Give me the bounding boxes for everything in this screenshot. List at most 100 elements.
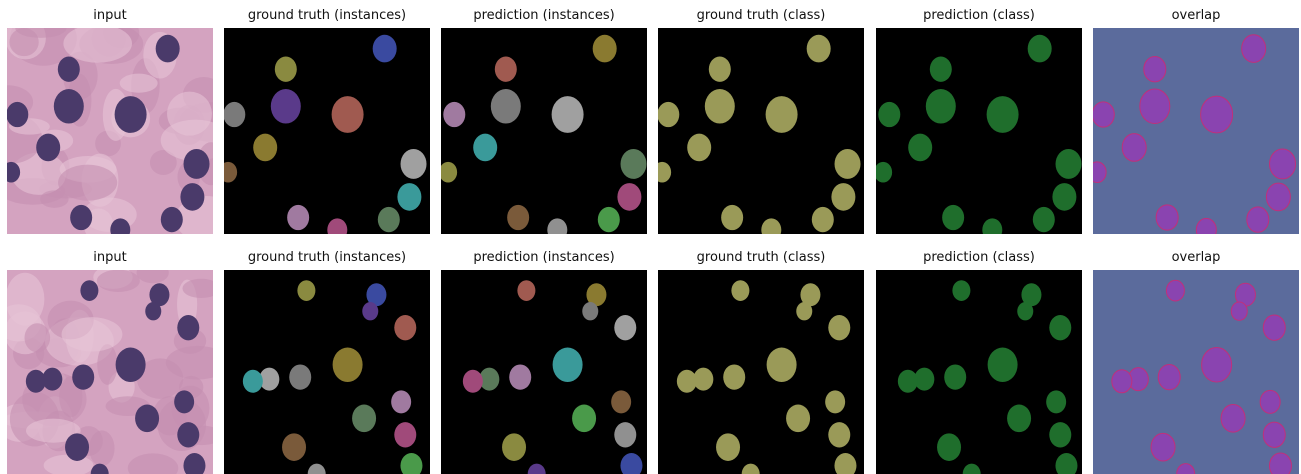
nucleus [617, 183, 641, 211]
figure: inputground truth (instances)prediction … [0, 0, 1301, 474]
nucleus [1247, 207, 1269, 232]
nucleus [716, 433, 740, 461]
nucleus [1156, 205, 1178, 230]
nucleus [156, 35, 180, 63]
nucleus [180, 183, 204, 211]
nucleus [394, 315, 416, 340]
background [876, 28, 1082, 234]
nucleus [463, 370, 483, 393]
nucleus [1201, 96, 1233, 133]
nucleus [593, 35, 617, 63]
nucleus [58, 57, 80, 82]
background [441, 28, 647, 234]
nucleus [988, 348, 1018, 383]
nucleus [1017, 302, 1033, 320]
nucleus [287, 205, 309, 230]
panel-title: prediction (instances) [441, 250, 647, 265]
nucleus [116, 348, 146, 383]
nucleus [145, 302, 161, 320]
nucleus [1270, 149, 1296, 179]
nucleus [65, 433, 89, 461]
nucleus [70, 205, 92, 230]
nucleus [1263, 315, 1285, 340]
nucleus [1269, 453, 1291, 474]
nucleus [952, 280, 970, 301]
nucleus [709, 57, 731, 82]
nucleus [705, 89, 735, 124]
nucleus [161, 207, 183, 232]
panel-title: ground truth (class) [658, 8, 864, 23]
nucleus [1151, 433, 1175, 461]
tissue [58, 165, 117, 201]
nucleus [394, 422, 416, 447]
nucleus [1144, 57, 1166, 82]
panel-title: overlap [1093, 250, 1299, 265]
nucleus [1231, 302, 1247, 320]
image-panel [441, 28, 647, 234]
nucleus [1033, 207, 1055, 232]
nucleus [401, 149, 427, 179]
nucleus [1049, 315, 1071, 340]
nucleus [1049, 422, 1071, 447]
nucleus [80, 280, 98, 301]
nucleus [391, 390, 411, 413]
panel-title: prediction (class) [876, 250, 1082, 265]
nucleus [1166, 280, 1184, 301]
nucleus [1242, 35, 1266, 63]
nucleus [731, 280, 749, 301]
image-panel [7, 270, 213, 474]
nucleus [898, 370, 918, 393]
nucleus [926, 89, 956, 124]
nucleus [828, 422, 850, 447]
nucleus [831, 183, 855, 211]
image-panel [224, 270, 430, 474]
nucleus [572, 405, 596, 433]
nucleus [507, 205, 529, 230]
nucleus [552, 96, 584, 133]
nucleus [721, 205, 743, 230]
nucleus [1260, 390, 1280, 413]
nucleus [253, 134, 277, 162]
nucleus [1007, 405, 1031, 433]
nucleus [275, 57, 297, 82]
image-panel [658, 28, 864, 234]
nucleus [767, 348, 797, 383]
nucleus [614, 315, 636, 340]
nucleus [598, 207, 620, 232]
tissue [24, 323, 50, 352]
nucleus [54, 89, 84, 124]
nucleus [177, 315, 199, 340]
nucleus [1046, 390, 1066, 413]
nucleus [1028, 35, 1052, 63]
nucleus [1093, 162, 1106, 183]
nucleus [723, 364, 745, 389]
nucleus [812, 207, 834, 232]
image-panel [658, 270, 864, 474]
tissue [120, 74, 158, 93]
nucleus [177, 422, 199, 447]
image-panel [441, 270, 647, 474]
nucleus [1052, 183, 1076, 211]
nucleus [825, 390, 845, 413]
nucleus [362, 302, 378, 320]
nucleus [828, 315, 850, 340]
nucleus [473, 134, 497, 162]
nucleus [1202, 348, 1232, 383]
nucleus [26, 370, 46, 393]
tissue [62, 317, 123, 351]
nucleus [944, 364, 966, 389]
nucleus [495, 57, 517, 82]
nucleus [766, 96, 798, 133]
nucleus [282, 433, 306, 461]
nucleus [942, 205, 964, 230]
nucleus [378, 207, 400, 232]
panel-title: ground truth (class) [658, 250, 864, 265]
nucleus [174, 390, 194, 413]
nucleus [72, 364, 94, 389]
nucleus [517, 280, 535, 301]
nucleus [796, 302, 812, 320]
nucleus [352, 405, 376, 433]
nucleus [1056, 149, 1082, 179]
nucleus [1122, 134, 1146, 162]
panel-title: prediction (instances) [441, 8, 647, 23]
